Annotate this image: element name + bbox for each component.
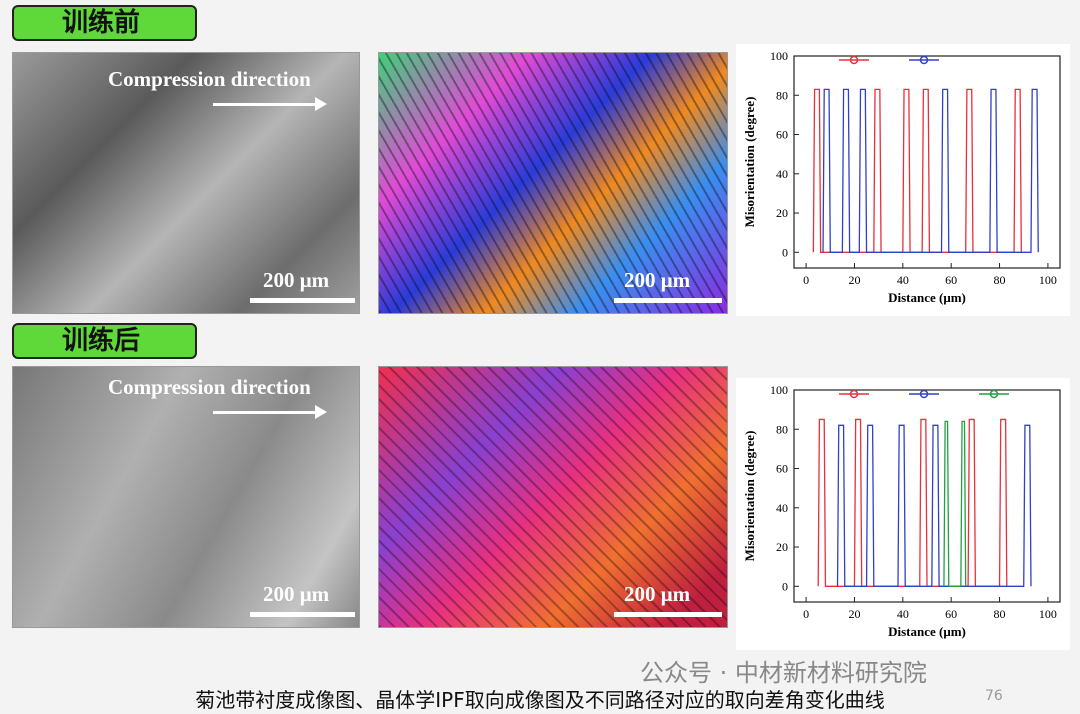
legend-marker: [989, 389, 999, 399]
plot-frame: [793, 389, 1061, 603]
sem-image: Compression direction 200 μm: [12, 52, 360, 314]
y-tick-label: 40: [776, 167, 788, 181]
chart: 0 20 40 60 80 100 0 20 40 60 80 100 Distance (μm) Mis…: [736, 378, 1070, 650]
scale-bar: [250, 612, 355, 617]
y-tick-label: 0: [782, 245, 788, 259]
scale-label: 200 μm: [624, 582, 691, 606]
legend-marker: [919, 389, 929, 399]
section-label: 训练前: [12, 5, 197, 41]
section-label: 训练后: [12, 323, 197, 359]
y-axis-label: Misorientation (degree): [742, 431, 757, 562]
y-axis-label: Misorientation (degree): [742, 97, 757, 228]
scale-bar: [614, 298, 722, 303]
y-tick-label: 60: [776, 128, 788, 142]
ipf-image: 200 μm: [378, 52, 728, 314]
y-tick-label: 60: [776, 462, 788, 476]
scale-bar: [250, 298, 355, 303]
x-tick-label: 20: [848, 607, 860, 621]
x-tick-label: 60: [945, 607, 957, 621]
x-tick-label: 60: [945, 273, 957, 287]
caption: Compression direction: [108, 375, 311, 399]
x-axis-label: Distance (μm): [888, 624, 966, 639]
legend-marker: [849, 389, 859, 399]
y-tick-label: 40: [776, 501, 788, 515]
series-line: [822, 88, 1039, 253]
x-axis-label: Distance (μm): [888, 290, 966, 305]
scale-label: 200 μm: [624, 268, 691, 292]
scale-label: 200 μm: [263, 582, 330, 606]
caption: 菊池带衬度成像图、晶体学IPF取向成像图及不同路径对应的取向差角变化曲线: [195, 688, 885, 712]
y-tick-label: 80: [776, 422, 788, 436]
x-tick-label: 40: [897, 607, 909, 621]
scale-bar: [614, 612, 722, 617]
sem-image: Compression direction 200 μm: [12, 366, 360, 628]
legend-marker: [919, 55, 929, 65]
x-tick-label: 0: [803, 607, 809, 621]
x-tick-label: 80: [994, 273, 1006, 287]
x-tick-label: 0: [803, 273, 809, 287]
ipf-image: 200 μm: [378, 366, 728, 628]
x-tick-label: 100: [1039, 273, 1057, 287]
chart: 0 20 40 60 80 100 0 20 40 60 80 100 Distance (μm) Mis…: [736, 44, 1070, 316]
series-line: [943, 420, 967, 587]
page-number: 76: [985, 688, 1003, 704]
watermark: 公众号 · 中材新材料研究院: [640, 659, 927, 687]
scale-label: 200 μm: [263, 268, 330, 292]
caption: Compression direction: [108, 67, 311, 91]
y-tick-label: 100: [770, 49, 788, 63]
x-tick-label: 20: [848, 273, 860, 287]
y-tick-label: 100: [770, 383, 788, 397]
series-line: [836, 424, 1032, 587]
y-tick-label: 80: [776, 88, 788, 102]
arrow: [213, 97, 327, 111]
x-tick-label: 100: [1039, 607, 1057, 621]
y-tick-label: 20: [776, 206, 788, 220]
y-tick-label: 20: [776, 540, 788, 554]
plot-bg: [736, 378, 1070, 650]
y-tick-label: 0: [782, 579, 788, 593]
arrow: [213, 405, 327, 419]
plot-frame: [793, 55, 1061, 269]
x-tick-label: 80: [994, 607, 1006, 621]
legend-marker: [849, 55, 859, 65]
x-tick-label: 40: [897, 273, 909, 287]
